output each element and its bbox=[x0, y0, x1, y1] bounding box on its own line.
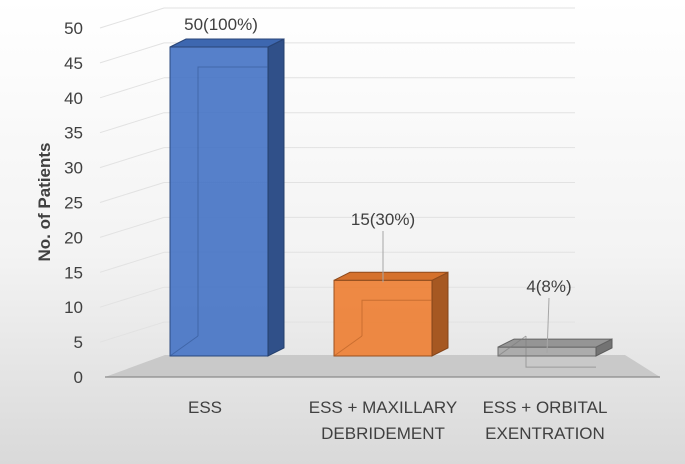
gridline-depth bbox=[99, 286, 165, 308]
y-tick-label: 5 bbox=[74, 333, 83, 352]
chart-floor bbox=[105, 355, 660, 378]
gridline-depth bbox=[99, 112, 165, 134]
data-label: 15(30%) bbox=[351, 210, 415, 229]
floor-plane bbox=[105, 355, 660, 377]
gridline-depth bbox=[99, 77, 165, 99]
gridline-depth bbox=[99, 251, 165, 273]
bar-inner-edge bbox=[361, 299, 432, 336]
gridline-depth bbox=[99, 42, 165, 64]
data-labels: 50(100%) 15(30%) 4(8%) bbox=[184, 15, 572, 354]
y-tick-label: 30 bbox=[64, 159, 83, 178]
bar-inner-edge bbox=[525, 336, 596, 368]
data-label-leader bbox=[546, 297, 550, 354]
x-category-label: ESS + MAXILLARY bbox=[309, 398, 458, 417]
y-tick-label: 35 bbox=[64, 124, 83, 143]
gridline-depth bbox=[99, 182, 165, 203]
y-tick-label: 25 bbox=[64, 194, 83, 213]
bars bbox=[169, 38, 613, 368]
data-label: 50(100%) bbox=[184, 15, 258, 34]
bar-inner-edge bbox=[333, 335, 363, 357]
bar-top bbox=[169, 38, 285, 48]
bar-2 bbox=[333, 271, 449, 357]
bar-front bbox=[169, 46, 269, 357]
y-axis-title: No. of Patients bbox=[35, 142, 54, 261]
gridline-depth bbox=[99, 147, 165, 169]
y-tick-label: 45 bbox=[64, 54, 83, 73]
gridline-depth bbox=[99, 321, 165, 343]
bar-front bbox=[333, 279, 433, 357]
bar-inner-edge bbox=[497, 335, 527, 357]
gridline-depth bbox=[99, 216, 165, 238]
data-label: 4(8%) bbox=[526, 277, 571, 296]
x-category-label: DEBRIDEMENT bbox=[321, 424, 445, 443]
bar-side bbox=[431, 271, 449, 357]
bar-top bbox=[497, 338, 613, 348]
y-axis-ticks: 0 5 10 15 20 25 30 35 40 45 50 bbox=[64, 19, 83, 387]
x-category-label: EXENTRATION bbox=[485, 424, 605, 443]
bar-inner-edge bbox=[197, 66, 268, 336]
y-tick-label: 50 bbox=[64, 19, 83, 38]
bar-side bbox=[267, 38, 285, 357]
y-tick-label: 40 bbox=[64, 89, 83, 108]
x-axis-categories: ESS ESS + MAXILLARY DEBRIDEMENT ESS + ORBIT… bbox=[188, 398, 607, 443]
x-category-label: ESS + ORBITAL bbox=[483, 398, 608, 417]
bar-top bbox=[333, 271, 449, 281]
y-tick-label: 0 bbox=[74, 368, 83, 387]
y-tick-label: 10 bbox=[64, 298, 83, 317]
y-tick-label: 20 bbox=[64, 228, 83, 247]
gridline-depth bbox=[99, 7, 165, 29]
bar-1 bbox=[169, 38, 285, 357]
y-tick-label: 15 bbox=[64, 263, 83, 282]
bar-inner-edge bbox=[169, 335, 199, 357]
x-category-label: ESS bbox=[188, 398, 222, 417]
